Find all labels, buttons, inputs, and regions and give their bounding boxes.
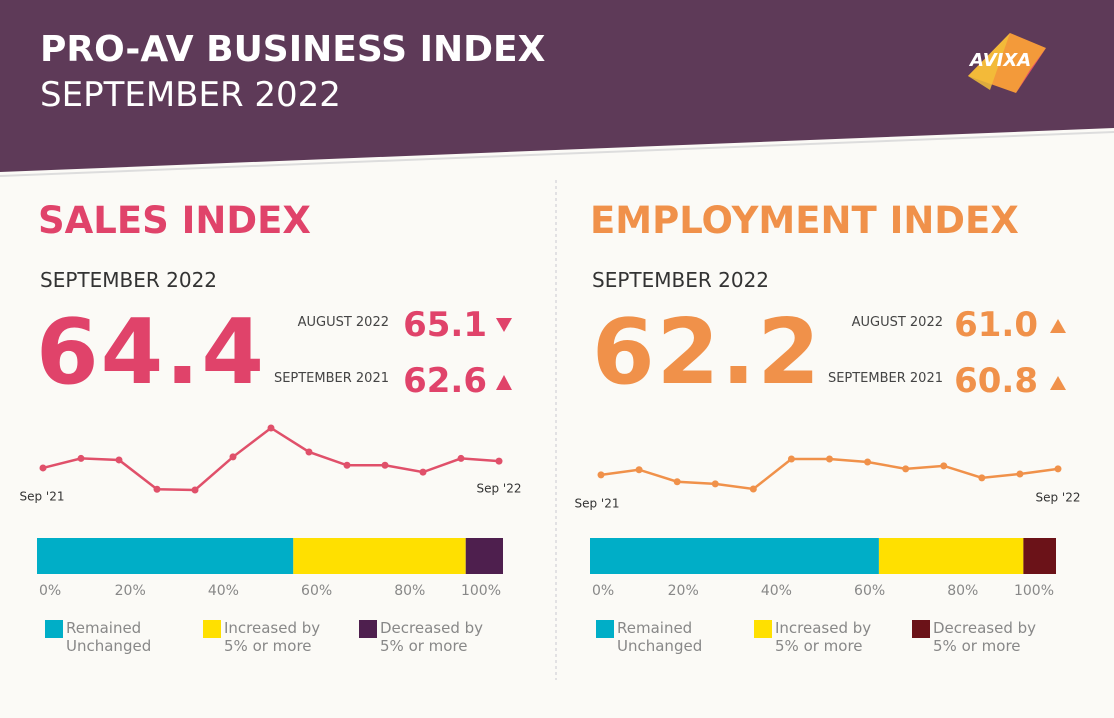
bar-segment — [37, 538, 294, 574]
x-tick-label: 60% — [854, 583, 885, 599]
trend-point — [635, 466, 643, 474]
panel-title: SALES INDEX — [38, 199, 311, 242]
trend-point — [267, 424, 275, 432]
x-tick-label: 100% — [461, 583, 501, 599]
trend-point — [191, 486, 199, 494]
trend-point — [711, 480, 719, 488]
legend-swatch — [45, 620, 63, 638]
legend-swatch — [912, 620, 930, 638]
down-arrow — [496, 318, 512, 332]
comparison-label: AUGUST 2022 — [851, 315, 943, 330]
trend-point — [381, 461, 389, 469]
trend-point — [495, 457, 503, 465]
bar-segment — [293, 538, 466, 574]
trend-point — [864, 458, 872, 466]
logo-text: AVIXA — [970, 50, 1032, 71]
trend-point — [457, 454, 465, 462]
x-tick-label: 80% — [394, 583, 425, 599]
x-tick-label: 20% — [668, 583, 699, 599]
up-arrow — [1050, 319, 1066, 333]
trend-point — [343, 461, 351, 469]
trend-point — [77, 454, 85, 462]
comparison-label: AUGUST 2022 — [297, 315, 389, 330]
bar-segment — [465, 538, 503, 574]
x-tick-label: 20% — [115, 583, 146, 599]
trend-point — [229, 453, 237, 461]
x-tick-label: Sep '22 — [477, 482, 522, 496]
x-tick-label: 100% — [1014, 583, 1054, 599]
trend-point — [673, 478, 681, 486]
legend-swatch — [203, 620, 221, 638]
x-tick-label: Sep '22 — [1036, 491, 1081, 505]
trend-point — [597, 471, 605, 479]
trend-point — [978, 474, 986, 482]
trend-point — [153, 485, 161, 493]
x-tick-label: 80% — [947, 583, 978, 599]
index-value: 64.4 — [36, 300, 267, 405]
page-title: PRO-AV BUSINESS INDEX — [40, 29, 546, 70]
x-tick-label: Sep '21 — [20, 490, 65, 504]
comparison-label: SEPTEMBER 2021 — [273, 371, 389, 386]
bar-segment — [590, 538, 879, 574]
up-arrow — [496, 375, 512, 390]
trend-point — [902, 465, 910, 473]
legend-label: Decreased by 5% or more — [380, 619, 484, 655]
x-tick-label: 40% — [208, 583, 239, 599]
x-tick-label: 40% — [761, 583, 792, 599]
legend-label: Remained Unchanged — [66, 619, 152, 655]
legend-label: Remained Unchanged — [617, 619, 703, 655]
comparison-value: 62.6 — [403, 361, 487, 401]
trend-point — [39, 464, 47, 472]
bar-segment — [1023, 538, 1056, 574]
header-rule — [0, 131, 1114, 177]
trend-point — [115, 456, 123, 464]
trend-point — [787, 455, 795, 463]
bar-segment — [878, 538, 1024, 574]
comparison-value: 65.1 — [403, 305, 487, 345]
legend-label: Increased by 5% or more — [775, 619, 872, 655]
comparison-value: 60.8 — [954, 361, 1038, 401]
up-arrow — [1050, 376, 1066, 390]
x-tick-label: 0% — [592, 583, 614, 599]
legend-label: Decreased by 5% or more — [933, 619, 1037, 655]
trend-point — [305, 448, 313, 456]
x-tick-label: Sep '21 — [575, 497, 620, 511]
trend-point — [826, 455, 833, 463]
trend-point — [940, 462, 948, 470]
page-subtitle: SEPTEMBER 2022 — [40, 75, 341, 115]
panel-period: SEPTEMBER 2022 — [40, 268, 218, 292]
trend-point — [1054, 465, 1062, 473]
index-value: 62.2 — [592, 300, 823, 405]
panel-period: SEPTEMBER 2022 — [592, 268, 770, 292]
legend-swatch — [359, 620, 377, 638]
trend-line — [42, 426, 500, 492]
trend-point — [419, 468, 427, 476]
trend-point — [1016, 470, 1024, 478]
x-tick-label: 60% — [301, 583, 332, 599]
header-band — [0, 0, 1114, 172]
legend-label: Increased by 5% or more — [224, 619, 321, 655]
comparison-label: SEPTEMBER 2021 — [827, 371, 943, 386]
trend-line — [600, 457, 1059, 491]
comparison-value: 61.0 — [954, 305, 1038, 345]
legend-swatch — [754, 620, 772, 638]
legend-swatch — [596, 620, 614, 638]
x-tick-label: 0% — [39, 583, 61, 599]
panel-title: EMPLOYMENT INDEX — [590, 199, 1019, 242]
trend-point — [749, 485, 757, 493]
logo-mark — [968, 33, 1046, 93]
